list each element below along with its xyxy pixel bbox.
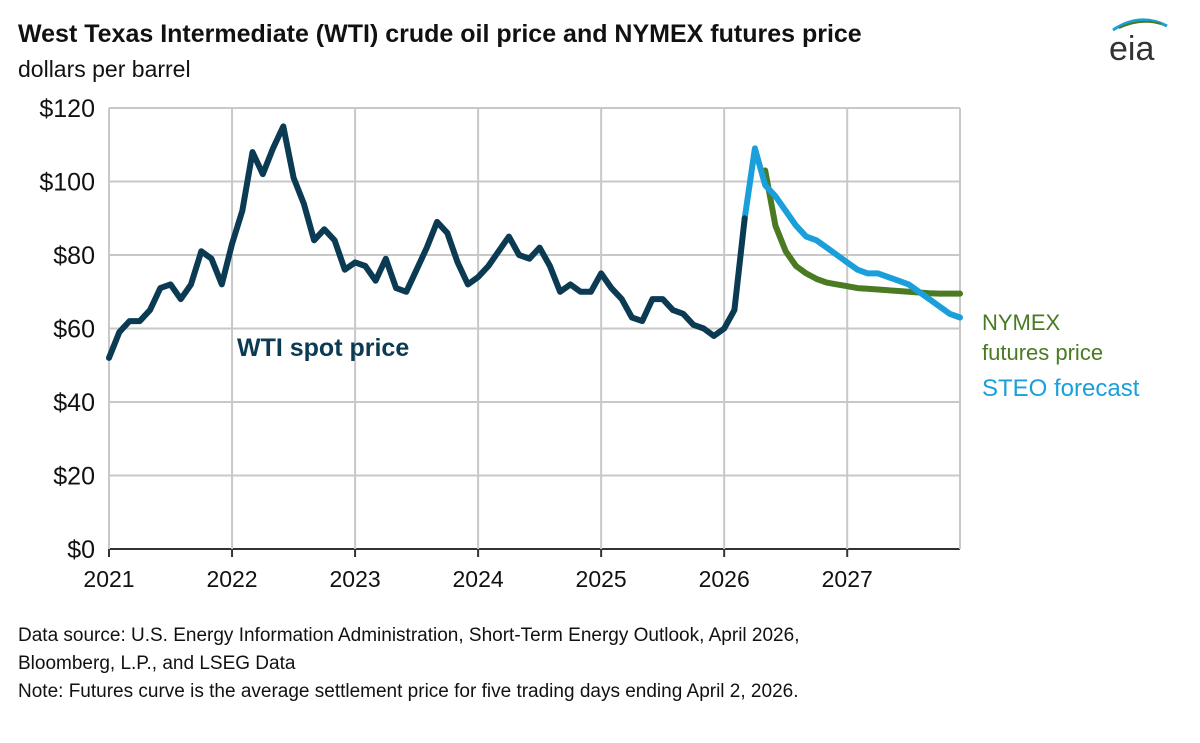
x-tick-label: 2025 [576, 566, 627, 592]
svg-text:eia: eia [1109, 30, 1154, 66]
notes: Data source: U.S. Energy Information Adm… [18, 622, 799, 706]
line-chart: $0 $20 $40 $60 $80 $100 $120 2021 2022 2023 2024 20… [39, 95, 963, 592]
x-tick-label: 2022 [206, 566, 257, 592]
y-tick-label: $0 [67, 536, 95, 564]
series-line-nymex-futures-price [762, 167, 963, 297]
source-line-1: Data source: U.S. Energy Information Adm… [18, 625, 800, 646]
x-tick-label: 2024 [453, 566, 504, 592]
label-wti-spot: WTI spot price [237, 334, 410, 362]
label-steo: STEO forecast [982, 375, 1140, 402]
y-tick-label: $40 [53, 389, 95, 417]
x-tick-label: 2023 [329, 566, 380, 592]
y-tick-label: $80 [53, 242, 95, 270]
note-line: Note: Futures curve is the average settl… [18, 681, 799, 702]
x-tick-label: 2027 [822, 566, 873, 592]
x-tick-label: 2026 [699, 566, 750, 592]
y-tick-label: $120 [39, 95, 95, 123]
series-line-wti-spot-price [106, 123, 748, 361]
label-nymex-2: futures price [982, 340, 1104, 365]
y-tick-label: $100 [39, 169, 95, 197]
y-tick-label: $20 [53, 463, 95, 491]
chart-subtitle: dollars per barrel [18, 56, 191, 82]
series-line-steo-forecast [741, 145, 963, 321]
source-line-2: Bloomberg, L.P., and LSEG Data [18, 653, 296, 674]
eia-logo: eia [1109, 18, 1168, 66]
chart-title: West Texas Intermediate (WTI) crude oil … [18, 20, 862, 48]
x-tick-label: 2021 [83, 566, 134, 592]
y-tick-label: $60 [53, 316, 95, 344]
label-nymex-1: NYMEX [982, 310, 1061, 335]
